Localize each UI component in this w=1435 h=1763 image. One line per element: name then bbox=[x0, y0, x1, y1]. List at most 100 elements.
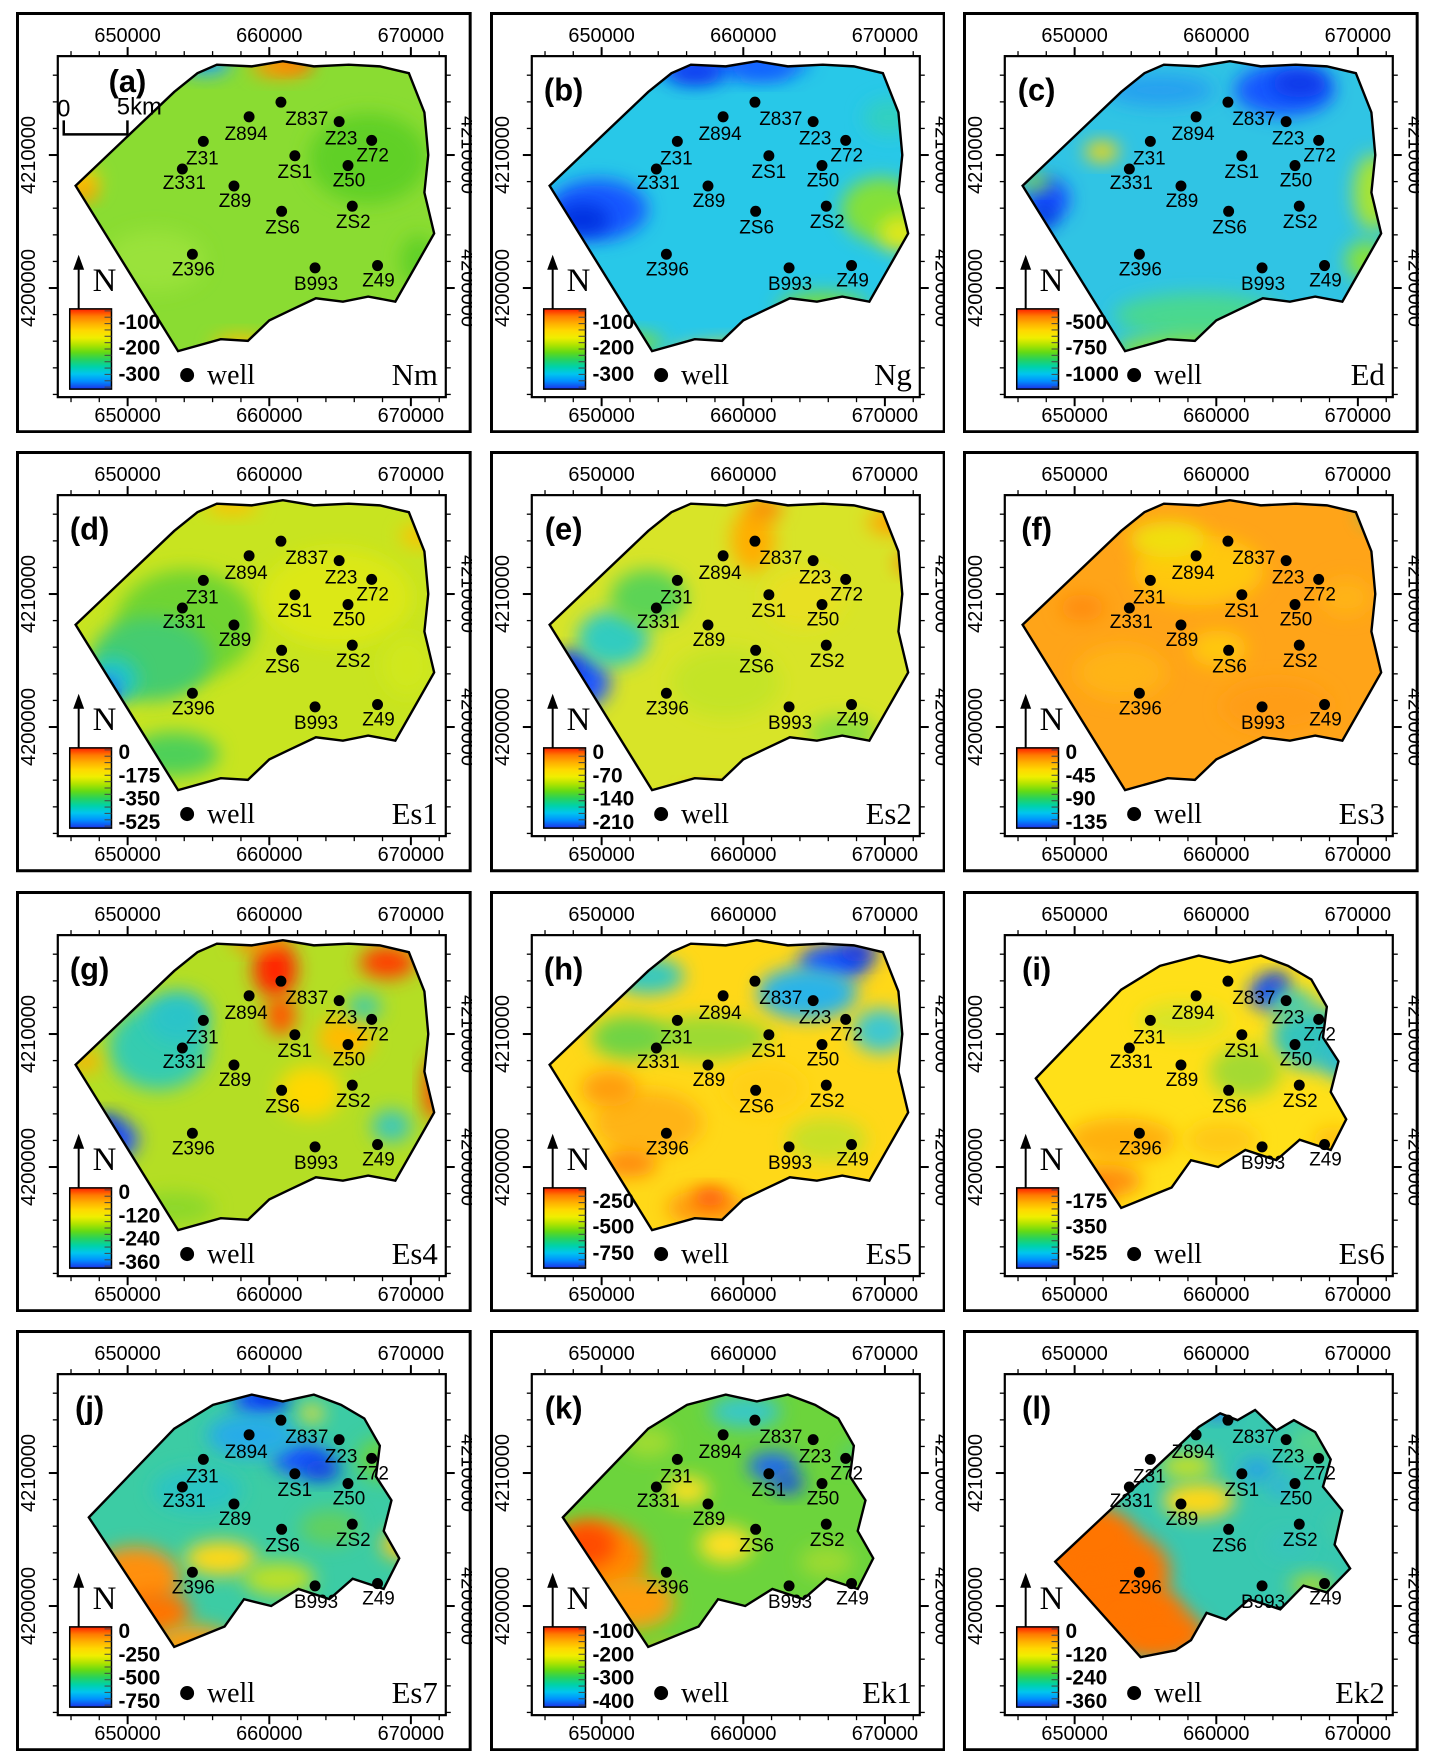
well-name-label: Z89 bbox=[1166, 1509, 1199, 1530]
well-ZS1: ZS1 bbox=[751, 1467, 786, 1501]
x-axis-label-bottom: 670000 bbox=[851, 844, 917, 866]
well-dot bbox=[309, 262, 321, 274]
y-axis-label-right: 4200000 bbox=[1404, 249, 1419, 327]
x-axis-label-bottom: 650000 bbox=[94, 405, 160, 427]
well-Z72: Z72 bbox=[356, 134, 389, 166]
well-legend: well bbox=[1127, 1678, 1203, 1709]
well-dot bbox=[1289, 599, 1301, 611]
legend-colorbar: -500 -750 -1000 bbox=[1016, 308, 1119, 390]
well-name-label: ZS1 bbox=[1225, 1040, 1260, 1061]
well-dot bbox=[650, 163, 662, 175]
well-dot bbox=[1236, 150, 1248, 162]
well-Z31: Z31 bbox=[660, 135, 692, 169]
well-Z49: Z49 bbox=[1310, 699, 1342, 731]
well-name-label: Z49 bbox=[1310, 271, 1343, 292]
well-legend: well bbox=[1127, 799, 1203, 830]
well-name-label: ZS1 bbox=[1225, 601, 1260, 622]
y-axis-label-right: 4210000 bbox=[457, 555, 472, 633]
well-Z331: Z331 bbox=[636, 1481, 680, 1512]
well-dot bbox=[749, 645, 761, 657]
well-name-label: ZS1 bbox=[751, 1040, 786, 1061]
panel-j: 650000 650000 660000 660000 670000 670000 4210… bbox=[16, 1329, 472, 1751]
panel-letter: (e) bbox=[544, 511, 582, 546]
well-dot bbox=[1280, 116, 1292, 128]
north-label: N bbox=[93, 1580, 117, 1616]
well-name-label: Z837 bbox=[285, 988, 328, 1009]
well-name-label: Z331 bbox=[1110, 612, 1153, 633]
y-axis-label-left: 4210000 bbox=[492, 555, 514, 633]
well-ZS6: ZS6 bbox=[265, 205, 300, 238]
well-ZS2: ZS2 bbox=[336, 1079, 371, 1112]
y-axis-label-right: 4210000 bbox=[930, 555, 945, 633]
well-name-label: Z72 bbox=[830, 585, 863, 606]
north-arrow-head bbox=[546, 254, 558, 270]
panel-letter: (l) bbox=[1022, 1390, 1051, 1425]
well-name-label: Z31 bbox=[186, 148, 219, 169]
well-Z49: Z49 bbox=[362, 1577, 395, 1609]
well-Z72: Z72 bbox=[1304, 1013, 1336, 1045]
well-ZS6: ZS6 bbox=[265, 1523, 300, 1556]
scale-bar: 0 5km bbox=[57, 93, 162, 136]
well-Z72: Z72 bbox=[1304, 1452, 1336, 1484]
well-name-label: Z89 bbox=[692, 191, 725, 212]
well-dot bbox=[816, 599, 828, 611]
y-axis-label-left: 4200000 bbox=[492, 1567, 514, 1645]
well-name-label: Z396 bbox=[646, 259, 689, 280]
well-dot bbox=[820, 1079, 832, 1091]
well-name-label: ZS1 bbox=[278, 601, 313, 622]
well-name-label: Z837 bbox=[759, 548, 802, 569]
north-label: N bbox=[1040, 1141, 1064, 1177]
plot-frame bbox=[1004, 933, 1395, 1277]
well-ZS6: ZS6 bbox=[739, 645, 774, 678]
well-dot bbox=[289, 1028, 301, 1040]
y-axis-label-left: 4210000 bbox=[18, 555, 40, 633]
legend-tick-label: -175 bbox=[1066, 1189, 1108, 1212]
well-name-label: Z50 bbox=[1280, 1488, 1313, 1509]
legend-colorbar: 0-70-140-210 bbox=[542, 741, 634, 834]
y-axis-label-left: 4210000 bbox=[965, 555, 987, 633]
panel-letter: (i) bbox=[1022, 951, 1051, 986]
well-Z72: Z72 bbox=[830, 1452, 863, 1484]
panel-g: 650000 650000 660000 660000 670000 670000 4210… bbox=[16, 890, 472, 1312]
y-axis-label-right: 4200000 bbox=[457, 1127, 472, 1205]
well-name-label: Z837 bbox=[759, 109, 802, 130]
well-name-label: ZS1 bbox=[1225, 1479, 1260, 1500]
well-name-label: Z50 bbox=[1280, 610, 1313, 631]
well-dot bbox=[342, 599, 354, 611]
well-ZS2: ZS2 bbox=[336, 200, 371, 233]
legend-tick-label: -300 bbox=[118, 363, 160, 386]
well-name-label: Z49 bbox=[836, 710, 869, 731]
svg-text:0: 0 bbox=[57, 95, 70, 122]
well-dot bbox=[346, 1079, 358, 1091]
legend-tick-label: 0 bbox=[118, 1620, 130, 1643]
north-label: N bbox=[566, 1141, 590, 1177]
svg-text:5km: 5km bbox=[117, 93, 162, 120]
well-dot bbox=[1145, 1453, 1157, 1465]
x-axis-label-bottom: 670000 bbox=[851, 405, 917, 427]
x-axis-label-bottom: 650000 bbox=[1042, 1723, 1108, 1745]
y-axis-label-left: 4210000 bbox=[18, 994, 40, 1072]
well-name-label: ZS6 bbox=[265, 217, 300, 238]
map-boundary bbox=[1021, 499, 1383, 792]
well-dot bbox=[1319, 699, 1331, 711]
well-dot bbox=[702, 619, 714, 631]
panel-d: 650000 650000 660000 660000 670000 670000 4210… bbox=[16, 451, 472, 873]
well-B993: B993 bbox=[768, 1140, 812, 1173]
well-dot bbox=[660, 248, 672, 260]
well-ZS2: ZS2 bbox=[336, 639, 371, 673]
well-dot bbox=[1313, 1452, 1325, 1464]
well-name-label: ZS6 bbox=[1213, 1096, 1248, 1117]
plot-frame bbox=[56, 494, 447, 838]
well-dot bbox=[1289, 1038, 1301, 1050]
well-symbol bbox=[653, 807, 668, 822]
well-dot bbox=[228, 619, 240, 631]
well-name-label: ZS6 bbox=[739, 1096, 774, 1117]
well-name-label: B993 bbox=[294, 713, 338, 734]
well-legend: well bbox=[653, 1678, 729, 1709]
well-name-label: B993 bbox=[1241, 713, 1285, 734]
well-name-label: Z396 bbox=[1119, 1577, 1162, 1598]
well-dot bbox=[1124, 1481, 1136, 1493]
well-dot bbox=[1256, 701, 1268, 713]
legend-tick-label: -100 bbox=[118, 311, 160, 334]
legend-tick-label: -750 bbox=[118, 1690, 160, 1713]
